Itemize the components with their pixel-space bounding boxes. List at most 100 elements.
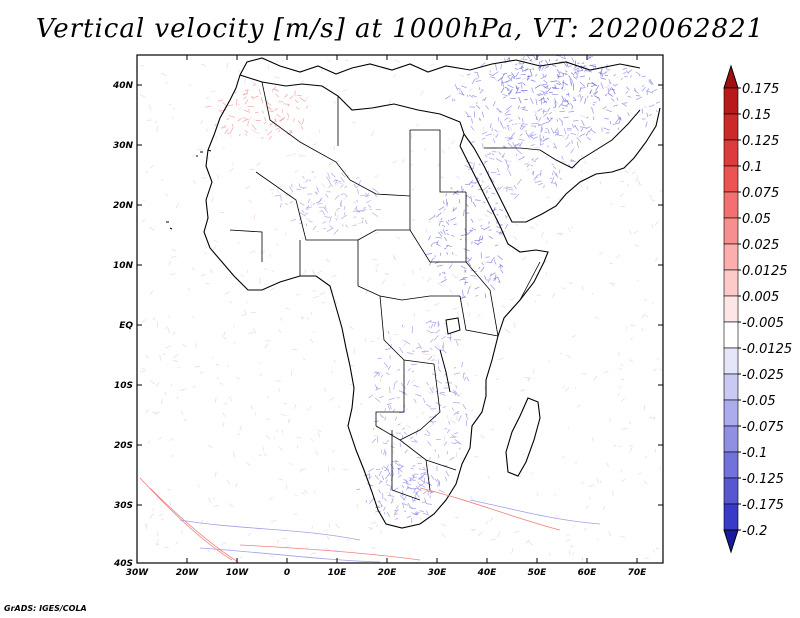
- velocity-speckle: [401, 484, 405, 489]
- velocity-speckle: [575, 76, 579, 79]
- lon-label: 20W: [176, 568, 200, 578]
- velocity-speckle: [183, 418, 187, 422]
- velocity-speckle: [340, 176, 345, 183]
- velocity-speckle: [568, 427, 570, 430]
- velocity-speckle: [370, 521, 377, 525]
- velocity-speckle: [475, 294, 479, 297]
- velocity-speckle: [554, 98, 557, 104]
- velocity-speckle: [471, 79, 476, 85]
- velocity-speckle: [169, 273, 176, 276]
- velocity-speckle: [523, 82, 526, 86]
- velocity-speckle: [384, 498, 387, 501]
- velocity-speckle: [222, 412, 226, 417]
- velocity-speckle: [403, 510, 407, 513]
- velocity-speckle: [446, 451, 448, 455]
- velocity-speckle: [505, 113, 512, 116]
- velocity-speckle: [444, 476, 448, 482]
- velocity-speckle: [353, 348, 355, 355]
- velocity-speckle: [593, 90, 598, 95]
- colorbar-label: -0.05: [742, 394, 776, 409]
- velocity-speckle: [197, 484, 199, 488]
- velocity-speckle: [504, 58, 507, 64]
- velocity-speckle: [377, 500, 381, 503]
- velocity-speckle: [507, 88, 513, 95]
- velocity-speckle: [341, 224, 344, 227]
- velocity-speckle: [410, 467, 414, 470]
- velocity-speckle: [152, 317, 156, 321]
- velocity-speckle: [270, 122, 274, 126]
- velocity-speckle: [221, 126, 227, 129]
- velocity-speckle: [442, 200, 445, 205]
- velocity-speckle: [476, 104, 481, 110]
- velocity-speckle: [423, 350, 429, 353]
- velocity-speckle: [561, 287, 566, 290]
- velocity-speckle: [502, 96, 507, 99]
- velocity-speckle: [517, 105, 521, 110]
- velocity-speckle: [546, 117, 550, 119]
- velocity-speckle: [227, 104, 234, 107]
- latitude-axis: 40N 30N 20N 10N EQ 10S 20S 30S 40S: [112, 81, 663, 569]
- velocity-speckle: [215, 363, 219, 366]
- velocity-speckle: [437, 481, 441, 485]
- velocity-speckle: [161, 518, 164, 521]
- velocity-speckle: [481, 111, 485, 118]
- velocity-speckle: [533, 55, 537, 61]
- velocity-speckle: [629, 447, 633, 453]
- velocity-speckle: [156, 382, 160, 387]
- velocity-speckle: [390, 485, 392, 491]
- velocity-speckle: [335, 209, 339, 213]
- colorbar-swatch: [723, 191, 739, 219]
- velocity-speckle: [422, 471, 427, 477]
- velocity-speckle: [341, 173, 346, 178]
- velocity-speckle: [295, 106, 300, 110]
- velocity-speckle: [444, 373, 447, 376]
- velocity-speckle: [445, 221, 450, 226]
- velocity-speckle: [428, 235, 431, 241]
- velocity-speckle: [515, 86, 520, 94]
- velocity-speckle: [530, 143, 536, 147]
- velocity-speckle: [304, 96, 309, 102]
- velocity-speckle: [340, 171, 343, 175]
- velocity-speckle: [322, 155, 324, 159]
- velocity-speckle: [519, 123, 523, 130]
- velocity-speckle: [584, 67, 587, 73]
- velocity-speckle: [442, 406, 447, 409]
- velocity-speckle: [466, 73, 471, 76]
- colorbar-swatch: [723, 503, 739, 531]
- velocity-speckle: [497, 117, 500, 122]
- lon-label: 60E: [578, 568, 598, 578]
- velocity-speckle: [444, 236, 448, 242]
- velocity-speckle: [334, 549, 338, 551]
- velocity-speckle: [451, 273, 456, 278]
- velocity-speckle: [581, 62, 585, 64]
- velocity-speckle: [629, 324, 636, 326]
- velocity-speckle: [455, 441, 462, 445]
- velocity-speckle: [496, 231, 503, 234]
- velocity-speckle: [451, 252, 454, 255]
- velocity-speckle: [447, 336, 451, 339]
- velocity-speckle: [265, 129, 268, 132]
- velocity-speckle: [204, 106, 212, 108]
- velocity-speckle: [542, 85, 548, 89]
- colorbar-swatch: [723, 217, 739, 245]
- velocity-speckle: [421, 501, 426, 503]
- velocity-speckle: [495, 378, 499, 381]
- velocity-speckle: [551, 181, 558, 185]
- velocity-speckle: [561, 155, 564, 160]
- velocity-speckle: [292, 153, 296, 155]
- velocity-speckle: [400, 382, 404, 387]
- velocity-speckle: [439, 392, 446, 396]
- velocity-speckle: [289, 201, 293, 204]
- velocity-speckle: [456, 311, 460, 317]
- velocity-speckle: [619, 193, 624, 198]
- velocity-speckle: [377, 357, 382, 360]
- velocity-speckle: [323, 207, 329, 214]
- velocity-speckle: [438, 369, 442, 373]
- velocity-speckle: [560, 86, 564, 90]
- velocity-speckle: [415, 346, 421, 349]
- velocity-speckle: [602, 106, 607, 110]
- velocity-speckle: [571, 123, 574, 128]
- velocity-speckle: [504, 109, 510, 115]
- velocity-speckle: [324, 216, 330, 218]
- velocity-speckle: [573, 96, 577, 101]
